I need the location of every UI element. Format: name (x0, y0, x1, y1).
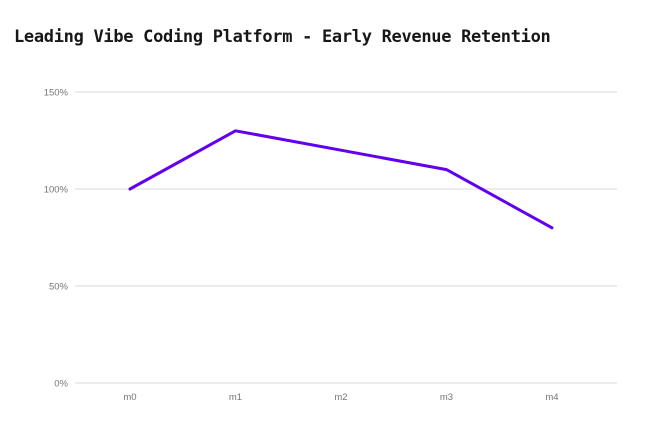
retention-line-series (128, 129, 554, 230)
y-axis-tick-label: 50% (49, 281, 69, 292)
x-axis-tick-label: m2 (334, 392, 347, 403)
y-axis-tick-label: 150% (44, 87, 69, 98)
x-axis-tick-label: m1 (229, 392, 242, 403)
x-axis-tick-label: m0 (123, 392, 136, 403)
y-axis-tick-label: 0% (54, 378, 68, 389)
x-axis-tick-label: m4 (545, 392, 558, 403)
x-axis-tick-label: m3 (440, 392, 453, 403)
chart-title: Leading Vibe Coding Platform - Early Rev… (14, 27, 551, 47)
y-axis-tick-label: 100% (44, 184, 69, 195)
